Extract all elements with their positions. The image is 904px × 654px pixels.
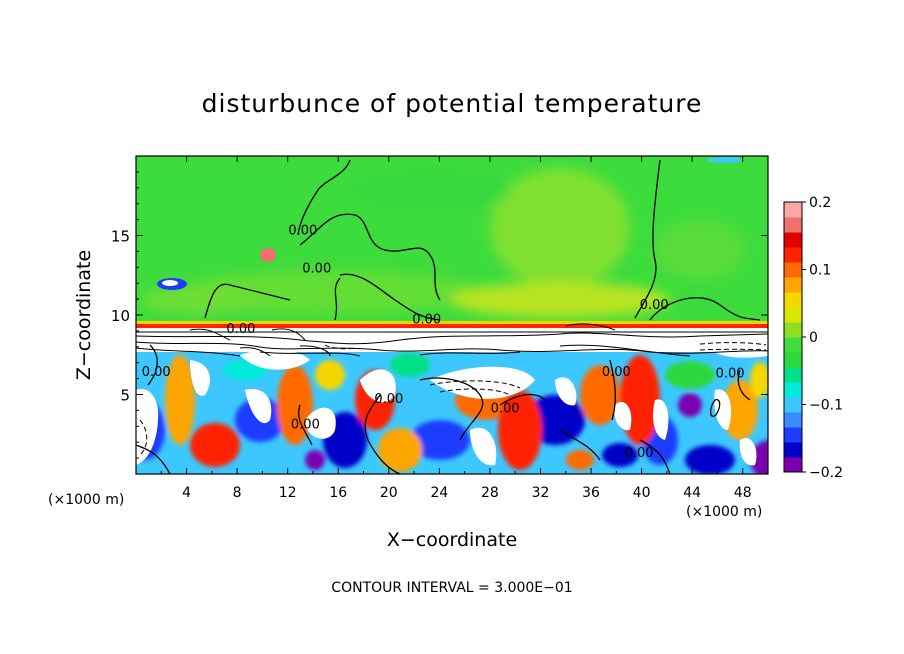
colorbar-swatch bbox=[784, 307, 802, 323]
contour-label: 0.00 bbox=[602, 365, 631, 380]
x-axis-title: X−coordinate bbox=[387, 529, 517, 551]
colorbar-swatch bbox=[784, 262, 802, 278]
y-tick-label: 10 bbox=[111, 307, 130, 325]
contour-interval-note: CONTOUR INTERVAL = 3.000E−01 bbox=[331, 580, 572, 596]
x-tick-label: 4 bbox=[182, 485, 191, 501]
colorbar-swatch bbox=[784, 292, 802, 308]
colorbar-tick-label: −0.1 bbox=[809, 398, 843, 414]
x-tick-label: 44 bbox=[683, 485, 701, 501]
cold-blob-core bbox=[162, 280, 178, 286]
contour-label: 0.00 bbox=[226, 322, 255, 337]
x-tick-label: 40 bbox=[633, 485, 651, 501]
colorbar bbox=[784, 202, 802, 473]
y-axis: 5 10 15 bbox=[111, 171, 768, 459]
contour-label: 0.00 bbox=[288, 223, 317, 238]
colorbar-tick-label: 0.2 bbox=[809, 195, 831, 211]
contour-label: 0.00 bbox=[291, 417, 320, 432]
x-unit-right: (×1000 m) bbox=[686, 504, 762, 520]
x-tick-label: 36 bbox=[582, 485, 600, 501]
heatmap-field bbox=[136, 156, 768, 474]
x-tick-label: 48 bbox=[734, 485, 752, 501]
warm-blob bbox=[260, 248, 276, 262]
colorbar-swatch bbox=[784, 397, 802, 413]
contour-lines bbox=[136, 159, 761, 474]
contour-label: 0.00 bbox=[640, 298, 669, 313]
colorbar-tick-label: 0.1 bbox=[809, 263, 831, 279]
colorbar-swatch bbox=[784, 217, 802, 233]
upper-layer-shading bbox=[140, 168, 745, 318]
colorbar-swatch bbox=[784, 277, 802, 293]
contour-label: 0.00 bbox=[142, 365, 171, 380]
contour-label: 0.00 bbox=[302, 261, 331, 276]
contour-label: 0.00 bbox=[374, 392, 403, 407]
x-tick-label: 24 bbox=[430, 485, 448, 501]
colorbar-labels: 0.2 0.1 0 −0.1 −0.2 bbox=[802, 195, 843, 481]
x-tick-label: 28 bbox=[481, 485, 499, 501]
inversion-contours bbox=[136, 323, 768, 357]
x-axis: 4 8 12 16 20 24 28 32 36 40 44 48 bbox=[160, 156, 752, 501]
colorbar-swatch bbox=[784, 232, 802, 248]
colorbar-swatch bbox=[784, 367, 802, 383]
colorbar-swatch bbox=[784, 457, 802, 473]
x-tick-label: 8 bbox=[233, 485, 242, 501]
colorbar-swatch bbox=[784, 202, 802, 218]
x-tick-label: 16 bbox=[329, 485, 347, 501]
colorbar-swatch bbox=[784, 382, 802, 398]
y-tick-label: 15 bbox=[111, 228, 130, 246]
colorbar-swatch bbox=[784, 322, 802, 338]
x-tick-label: 32 bbox=[532, 485, 550, 501]
colorbar-tick-label: −0.2 bbox=[809, 465, 843, 481]
contour-labels: 0.00 0.00 0.00 0.00 0.00 0.00 0.00 0.00 0.00 0.00… bbox=[142, 223, 745, 461]
contour-label: 0.00 bbox=[716, 366, 745, 381]
dashed-contours bbox=[139, 342, 767, 456]
contour-label: 0.00 bbox=[491, 401, 520, 416]
chart-title: disturbunce of potential temperature bbox=[202, 89, 703, 118]
x-tick-label: 20 bbox=[380, 485, 398, 501]
colorbar-swatch bbox=[784, 412, 802, 428]
contour-label: 0.00 bbox=[625, 446, 654, 461]
colorbar-tick-label: 0 bbox=[809, 330, 818, 346]
colorbar-swatch bbox=[784, 442, 802, 458]
colorbar-swatch bbox=[784, 352, 802, 368]
colorbar-swatch bbox=[784, 337, 802, 353]
colorbar-swatch bbox=[784, 427, 802, 443]
y-tick-label: 5 bbox=[120, 387, 130, 405]
inversion-band-top bbox=[136, 321, 768, 324]
x-tick-label: 12 bbox=[279, 485, 297, 501]
saturated-regions bbox=[136, 336, 768, 466]
x-unit-left: (×1000 m) bbox=[48, 492, 124, 508]
cold-spot bbox=[707, 157, 743, 163]
colorbar-swatch bbox=[784, 247, 802, 263]
y-axis-title: Z−coordinate bbox=[73, 250, 95, 380]
contour-label: 0.00 bbox=[412, 312, 441, 327]
inversion-band-red bbox=[136, 324, 768, 328]
